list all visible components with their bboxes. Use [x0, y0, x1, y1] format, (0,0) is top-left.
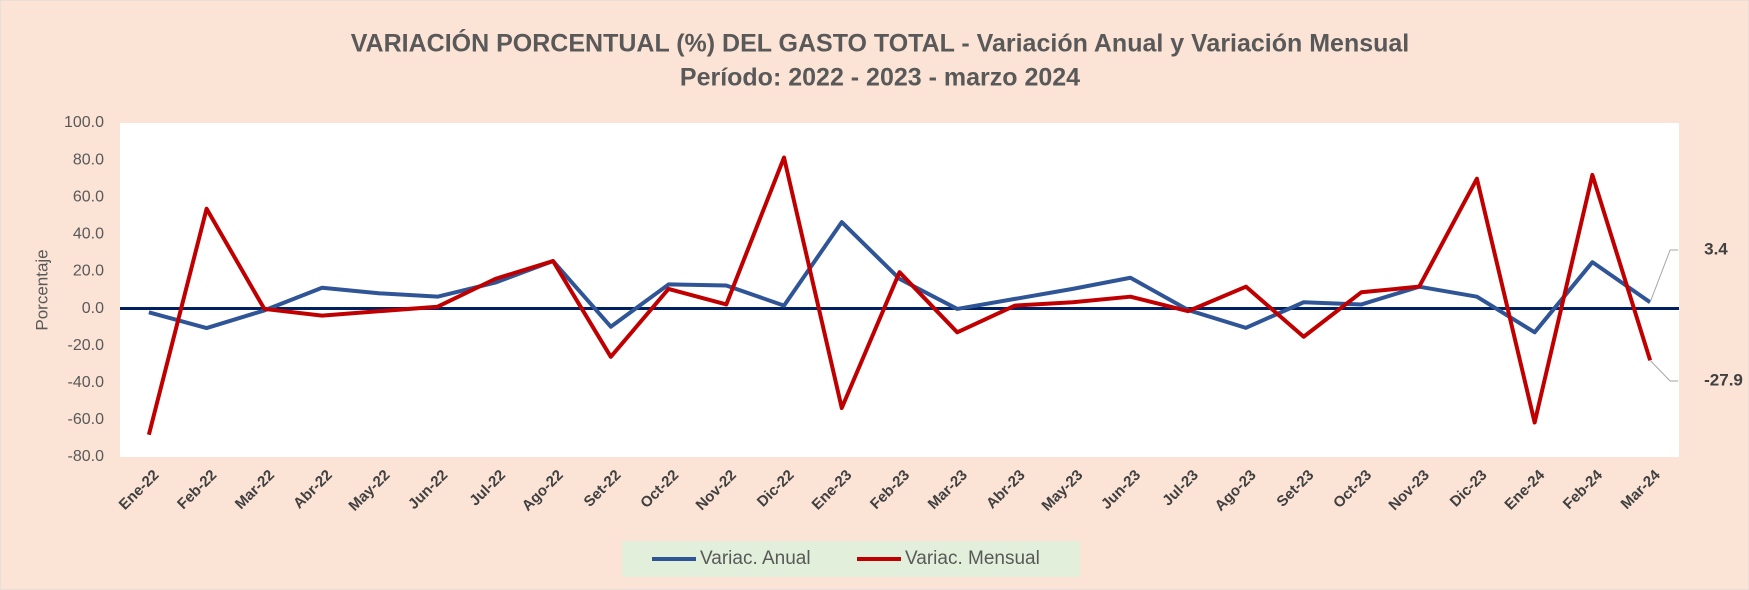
- label-leader: [1649, 359, 1679, 382]
- y-tick-label: -40.0: [68, 374, 105, 391]
- y-tick-label: -20.0: [68, 337, 105, 354]
- y-tick-label: 80.0: [73, 151, 104, 168]
- plot-area: [120, 123, 1679, 457]
- legend-label: Variac. Mensual: [905, 548, 1040, 569]
- chart-subtitle: Período: 2022 - 2023 - marzo 2024: [680, 64, 1080, 92]
- y-tick-label: 0.0: [82, 300, 104, 317]
- y-tick-label: -60.0: [68, 411, 105, 428]
- data-label: 3.4: [1704, 239, 1728, 258]
- series-line: [146, 155, 1653, 436]
- y-tick-label: 100.0: [64, 114, 104, 131]
- data-label: -27.9: [1704, 370, 1743, 389]
- legend-label: Variac. Anual: [700, 548, 811, 569]
- chart-title: VARIACIÓN PORCENTUAL (%) DEL GASTO TOTAL…: [351, 28, 1410, 58]
- legend: [622, 541, 1080, 577]
- y-tick-label: -80.0: [68, 448, 105, 465]
- y-tick-label: 60.0: [73, 188, 104, 205]
- series-line: [148, 220, 1652, 335]
- y-tick-label: 40.0: [73, 226, 104, 243]
- y-tick-label: 20.0: [73, 263, 104, 280]
- y-axis-title: Porcentaje: [32, 249, 51, 330]
- label-leader: [1649, 249, 1679, 303]
